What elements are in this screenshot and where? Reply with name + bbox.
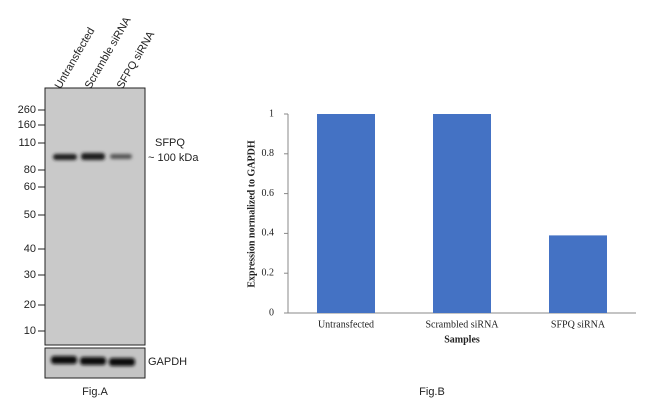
- marker-label: 260: [18, 104, 36, 116]
- band: [109, 358, 135, 366]
- band: [110, 154, 132, 159]
- caption: Fig.A: [82, 386, 108, 398]
- x-axis-title: Samples: [444, 334, 480, 345]
- size-label: ~ 100 kDa: [148, 152, 199, 164]
- target-label: SFPQ: [155, 137, 185, 149]
- y-tick-label: 0.6: [262, 188, 275, 199]
- bands: [51, 153, 135, 366]
- band: [53, 154, 77, 160]
- caption: Fig.B: [419, 386, 445, 398]
- marker-label: 160: [18, 119, 36, 131]
- blot-membrane: [44, 87, 146, 346]
- y-tick-label: 0.4: [262, 228, 275, 239]
- marker-label: 80: [24, 164, 36, 176]
- y-tick-label: 0.8: [262, 148, 275, 159]
- band: [80, 357, 106, 365]
- x-tick-label: Untransfected: [318, 319, 374, 330]
- y-tick-label: 1: [269, 108, 274, 119]
- marker-label: 110: [18, 137, 36, 149]
- band: [81, 153, 105, 160]
- marker-label: 60: [24, 181, 36, 193]
- x-tick-label: SFPQ siRNA: [551, 319, 606, 330]
- x-tick-label: Scrambled siRNA: [425, 319, 499, 330]
- marker-label: 50: [24, 209, 36, 221]
- bar: [433, 114, 491, 313]
- y-tick-label: 0.2: [262, 267, 275, 278]
- marker-label: 40: [24, 243, 36, 255]
- bar: [317, 114, 375, 313]
- y-tick-label: 0: [269, 307, 274, 318]
- marker-label: 30: [24, 269, 36, 281]
- marker-label: 20: [24, 299, 36, 311]
- loading-label: GAPDH: [148, 356, 187, 368]
- y-axis-title: Expression normalized to GAPDH: [246, 140, 257, 288]
- marker-label: 10: [24, 325, 36, 337]
- bar: [549, 235, 607, 313]
- band: [51, 356, 77, 364]
